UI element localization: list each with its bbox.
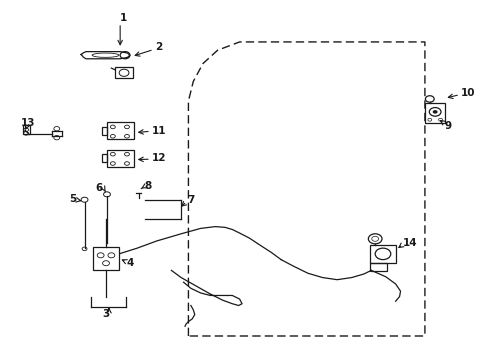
Bar <box>369 244 395 263</box>
Bar <box>93 247 119 270</box>
Text: 5: 5 <box>69 194 76 204</box>
Text: 12: 12 <box>152 153 166 163</box>
Bar <box>107 149 134 167</box>
Text: 8: 8 <box>144 181 151 191</box>
Text: 6: 6 <box>96 183 103 193</box>
Text: 14: 14 <box>402 238 417 248</box>
Bar <box>107 122 134 139</box>
Text: 1: 1 <box>120 13 127 23</box>
Bar <box>369 263 386 271</box>
Text: 13: 13 <box>21 118 36 128</box>
Text: 2: 2 <box>155 42 162 52</box>
Text: 11: 11 <box>152 126 166 135</box>
Bar <box>115 67 133 78</box>
Text: 4: 4 <box>126 258 134 268</box>
Bar <box>22 126 30 134</box>
Bar <box>102 127 107 135</box>
Text: 10: 10 <box>460 88 474 98</box>
Bar <box>102 154 107 162</box>
Text: 3: 3 <box>102 310 109 319</box>
Text: 7: 7 <box>186 195 194 205</box>
Text: 9: 9 <box>444 121 450 131</box>
Circle shape <box>432 110 437 114</box>
Bar <box>424 103 445 123</box>
